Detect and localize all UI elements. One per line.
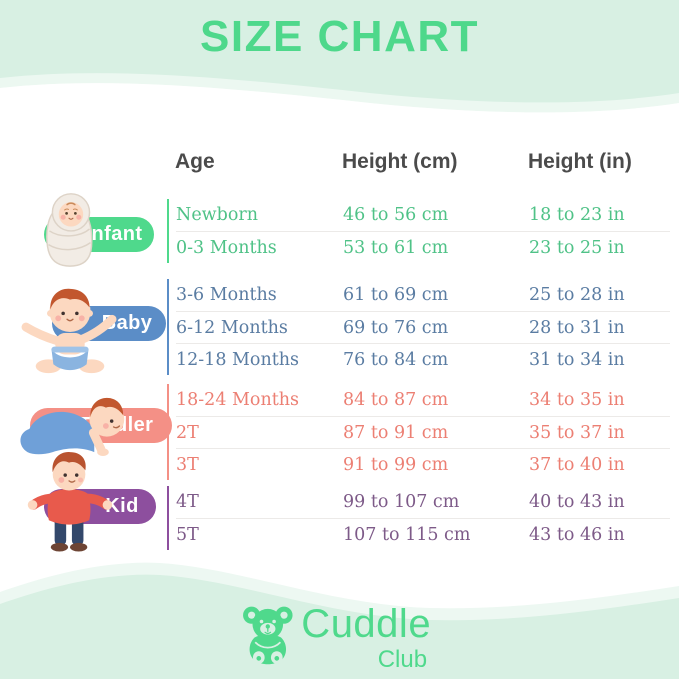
cell-height-in: 37 to 40 in	[529, 454, 625, 475]
standing-kid-illustration	[22, 448, 118, 563]
teddy-bear-icon	[242, 606, 293, 665]
cell-height-in: 34 to 35 in	[529, 390, 625, 410]
cell-height-in: 43 to 46 in	[529, 524, 625, 545]
size-row: 4T 99 to 107 cm 40 to 43 in	[176, 486, 670, 518]
col-header-height-cm: Height (cm)	[342, 150, 458, 173]
cell-height-in: 40 to 43 in	[529, 492, 625, 512]
cell-age: 0-3 Months	[176, 237, 277, 258]
swaddled-infant-illustration	[26, 186, 114, 275]
size-row: 3T 91 to 99 cm 37 to 40 in	[176, 448, 670, 480]
brand-logo: Cuddle Club	[240, 604, 431, 674]
size-row: Newborn 46 to 56 cm 18 to 23 in	[176, 199, 670, 231]
size-row: 2T 87 to 91 cm 35 to 37 in	[176, 416, 670, 448]
size-row: 12-18 Months 76 to 84 cm 31 to 34 in	[176, 343, 670, 375]
size-row: 3-6 Months 61 to 69 cm 25 to 28 in	[176, 279, 670, 311]
cell-height-cm: 107 to 115 cm	[343, 524, 471, 545]
cell-age: 2T	[176, 422, 199, 443]
cell-age: 4T	[176, 492, 199, 512]
cell-height-in: 25 to 28 in	[529, 285, 625, 305]
cell-height-cm: 53 to 61 cm	[343, 237, 449, 258]
size-section: 18-24 Months 84 to 87 cm 34 to 35 in 2T 87 t…	[167, 384, 670, 480]
cell-age: 12-18 Months	[176, 349, 300, 370]
cell-height-in: 18 to 23 in	[529, 205, 625, 225]
cell-height-cm: 91 to 99 cm	[343, 454, 449, 475]
cell-height-cm: 76 to 84 cm	[343, 349, 449, 370]
cell-age: 18-24 Months	[176, 390, 300, 410]
cell-height-cm: 61 to 69 cm	[343, 285, 449, 305]
size-section: Newborn 46 to 56 cm 18 to 23 in 0-3 Months 5…	[167, 199, 670, 263]
size-row: 6-12 Months 69 to 76 cm 28 to 31 in	[176, 311, 670, 343]
cell-age: 3-6 Months	[176, 285, 277, 305]
infant-pill-label: Infant	[85, 223, 143, 245]
col-header-height-in: Height (in)	[528, 150, 632, 173]
crawling-toddler-illustration	[12, 390, 132, 465]
cell-height-cm: 46 to 56 cm	[343, 205, 449, 225]
size-row: 0-3 Months 53 to 61 cm 23 to 25 in	[176, 231, 670, 263]
cell-height-in: 23 to 25 in	[529, 237, 625, 258]
sitting-baby-illustration	[16, 284, 124, 383]
cell-height-cm: 99 to 107 cm	[343, 492, 460, 512]
brand-name: Cuddle	[301, 602, 432, 646]
brand-sub: Club	[377, 646, 428, 673]
kid-pill-label: Kid	[105, 495, 139, 517]
cell-age: Newborn	[176, 205, 259, 225]
cell-height-in: 31 to 34 in	[529, 349, 625, 370]
cell-height-in: 35 to 37 in	[529, 422, 625, 443]
cell-height-cm: 84 to 87 cm	[343, 390, 449, 410]
cell-age: 6-12 Months	[176, 317, 288, 338]
brand-text: Cuddle Club	[301, 604, 431, 674]
size-row: 5T 107 to 115 cm 43 to 46 in	[176, 518, 670, 550]
col-header-age: Age	[175, 150, 215, 173]
cell-height-cm: 69 to 76 cm	[343, 317, 449, 338]
page-title: SIZE CHART	[200, 12, 479, 61]
cell-height-cm: 87 to 91 cm	[343, 422, 449, 443]
size-section: 3-6 Months 61 to 69 cm 25 to 28 in 6-12 Mon…	[167, 279, 670, 375]
size-row: 18-24 Months 84 to 87 cm 34 to 35 in	[176, 384, 670, 416]
cell-height-in: 28 to 31 in	[529, 317, 625, 338]
size-section: 4T 99 to 107 cm 40 to 43 in 5T 107 to 115 cm…	[167, 486, 670, 550]
table-header: Age Height (cm) Height (in)	[175, 150, 679, 174]
cell-age: 3T	[176, 454, 199, 475]
cell-age: 5T	[176, 524, 199, 545]
white-card-wave	[0, 83, 679, 609]
